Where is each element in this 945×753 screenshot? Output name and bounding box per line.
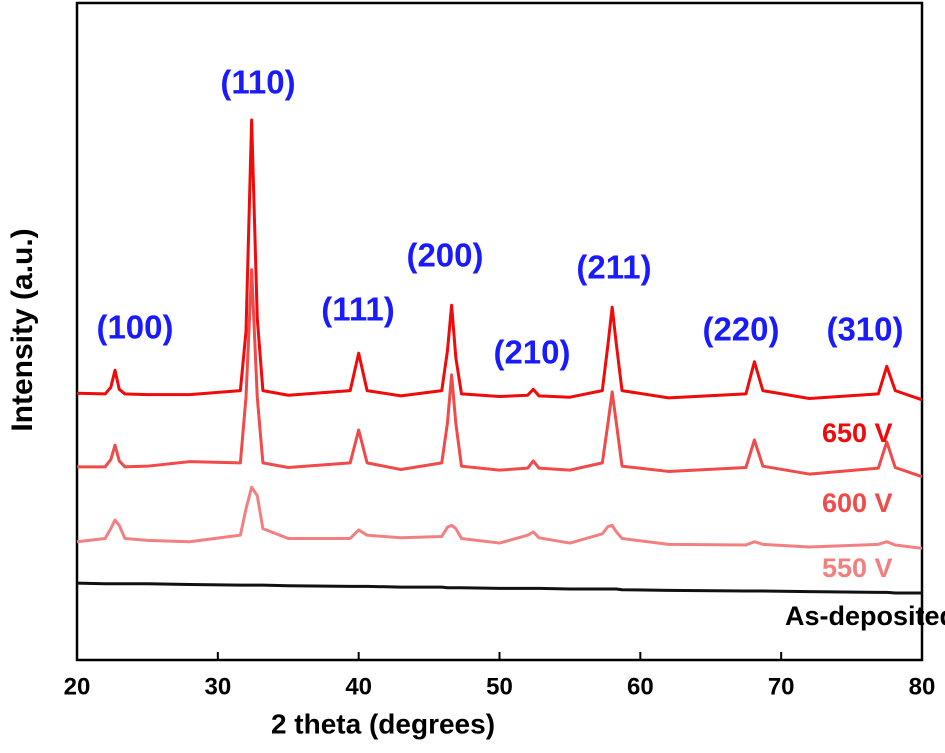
peak-label: (110) — [220, 64, 295, 101]
x-tick-label: 40 — [345, 673, 372, 700]
peak-label: (310) — [826, 311, 903, 348]
peak-label: (210) — [493, 334, 570, 371]
peak-label: (220) — [702, 311, 779, 348]
x-tick-label: 80 — [909, 673, 936, 700]
peak-label: (211) — [576, 249, 651, 286]
series-label: 550 V — [822, 553, 893, 583]
x-tick-label: 70 — [768, 673, 795, 700]
plot-frame — [75, 1, 924, 662]
x-tick-label: 20 — [64, 673, 91, 700]
peak-label: (100) — [96, 309, 173, 346]
series-line — [76, 118, 923, 402]
series-label: 650 V — [822, 418, 893, 448]
series-line — [77, 268, 923, 479]
x-tick-label: 30 — [204, 673, 231, 700]
x-tick-label: 60 — [627, 673, 654, 700]
x-axis-title: 2 theta (degrees) — [271, 708, 495, 739]
series-line — [76, 581, 922, 595]
series-label: 600 V — [822, 488, 893, 518]
peak-label: (200) — [406, 237, 483, 274]
series-label: As-deposited — [785, 601, 945, 631]
peak-label: (111) — [321, 291, 394, 328]
x-tick-label: 50 — [486, 673, 513, 700]
series-line — [76, 485, 923, 550]
y-axis-title: Intensity (a.u.) — [6, 228, 39, 431]
